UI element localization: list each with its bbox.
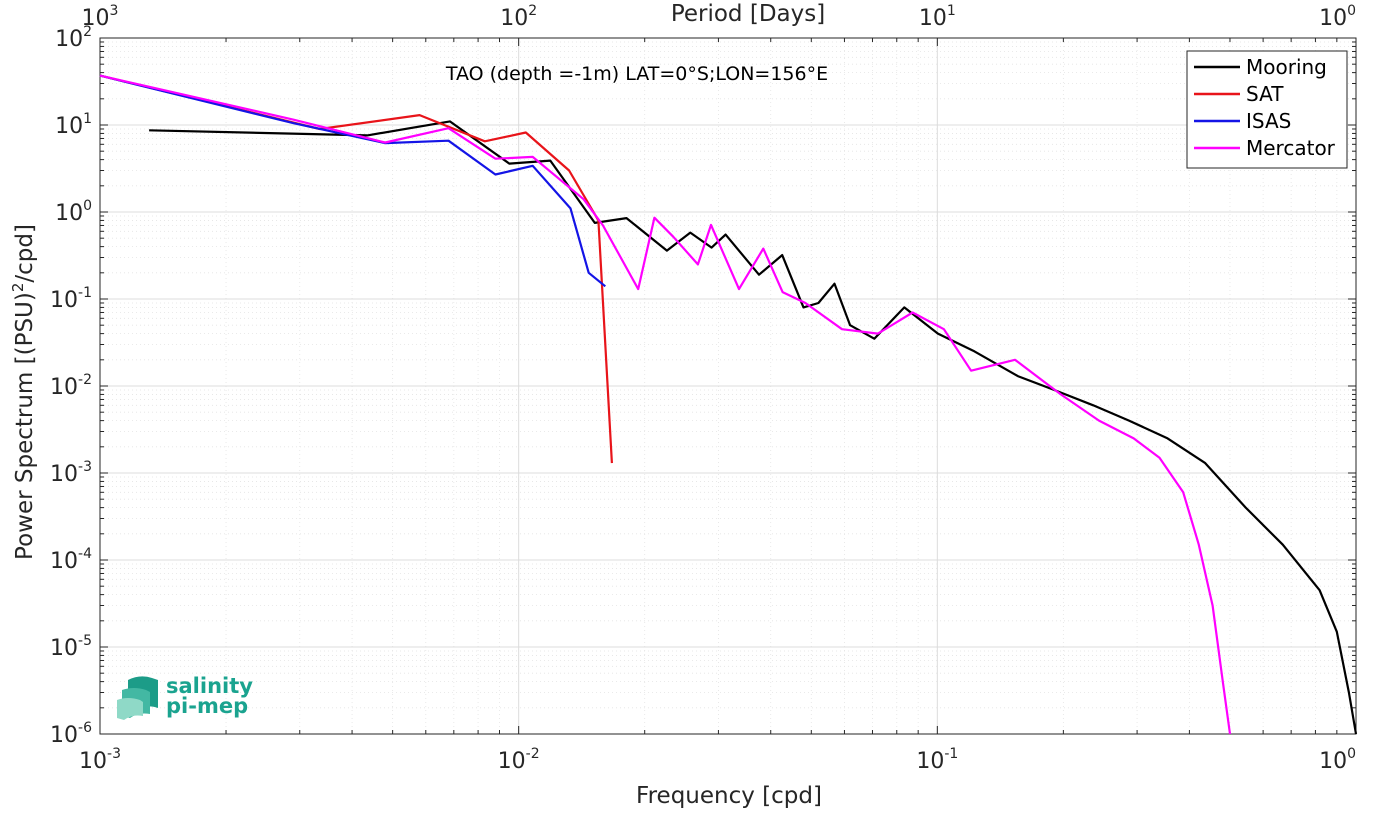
x2-tick-label: 103 [82, 3, 119, 31]
legend-label-sat: SAT [1246, 82, 1284, 106]
x-tick-label: 10-3 [79, 746, 121, 774]
y-axis-label: Power Spectrum [(PSU)2/cpd] [9, 224, 38, 560]
y-tick-label: 100 [55, 198, 92, 226]
chart-title: TAO (depth =-1m) LAT=0°S;LON=156°E [445, 63, 828, 85]
y-tick-label: 10-5 [50, 633, 92, 661]
logo-text-line1: salinity [166, 674, 253, 698]
x-tick-label: 10-2 [498, 746, 540, 774]
y-tick-label: 101 [55, 111, 92, 139]
legend: Mooring SAT ISAS Mercator [1186, 50, 1348, 169]
y-tick-label: 102 [55, 24, 92, 52]
x-tick-label: 10-1 [916, 746, 958, 774]
series-lines [99, 74, 1358, 735]
series-line-mooring [149, 120, 1358, 735]
legend-label-mercator: Mercator [1246, 136, 1336, 160]
x2-axis-label: Period [Days] [671, 1, 825, 27]
y-tick-label: 10-3 [50, 459, 92, 487]
series-line-mercator [99, 74, 1232, 735]
y-tick-label: 10-1 [50, 285, 92, 313]
series-line-isas [99, 74, 606, 288]
x2-tick-label: 102 [500, 3, 537, 31]
x-tick-label: 100 [1319, 746, 1356, 774]
y-tick-label: 10-2 [50, 372, 92, 400]
salinity-pimep-logo: salinity pi-mep [117, 674, 253, 720]
legend-label-mooring: Mooring [1246, 55, 1327, 79]
y-tick-label: 10-6 [50, 720, 92, 748]
grid [99, 38, 1356, 735]
x2-tick-label: 101 [919, 3, 956, 31]
legend-label-isas: ISAS [1246, 109, 1291, 133]
y-tick-label: 10-4 [50, 546, 92, 574]
logo-waves-icon [117, 676, 158, 720]
logo-text-line2: pi-mep [166, 694, 248, 718]
x-axis-label: Frequency [cpd] [636, 783, 822, 809]
x2-tick-label: 100 [1319, 3, 1356, 31]
